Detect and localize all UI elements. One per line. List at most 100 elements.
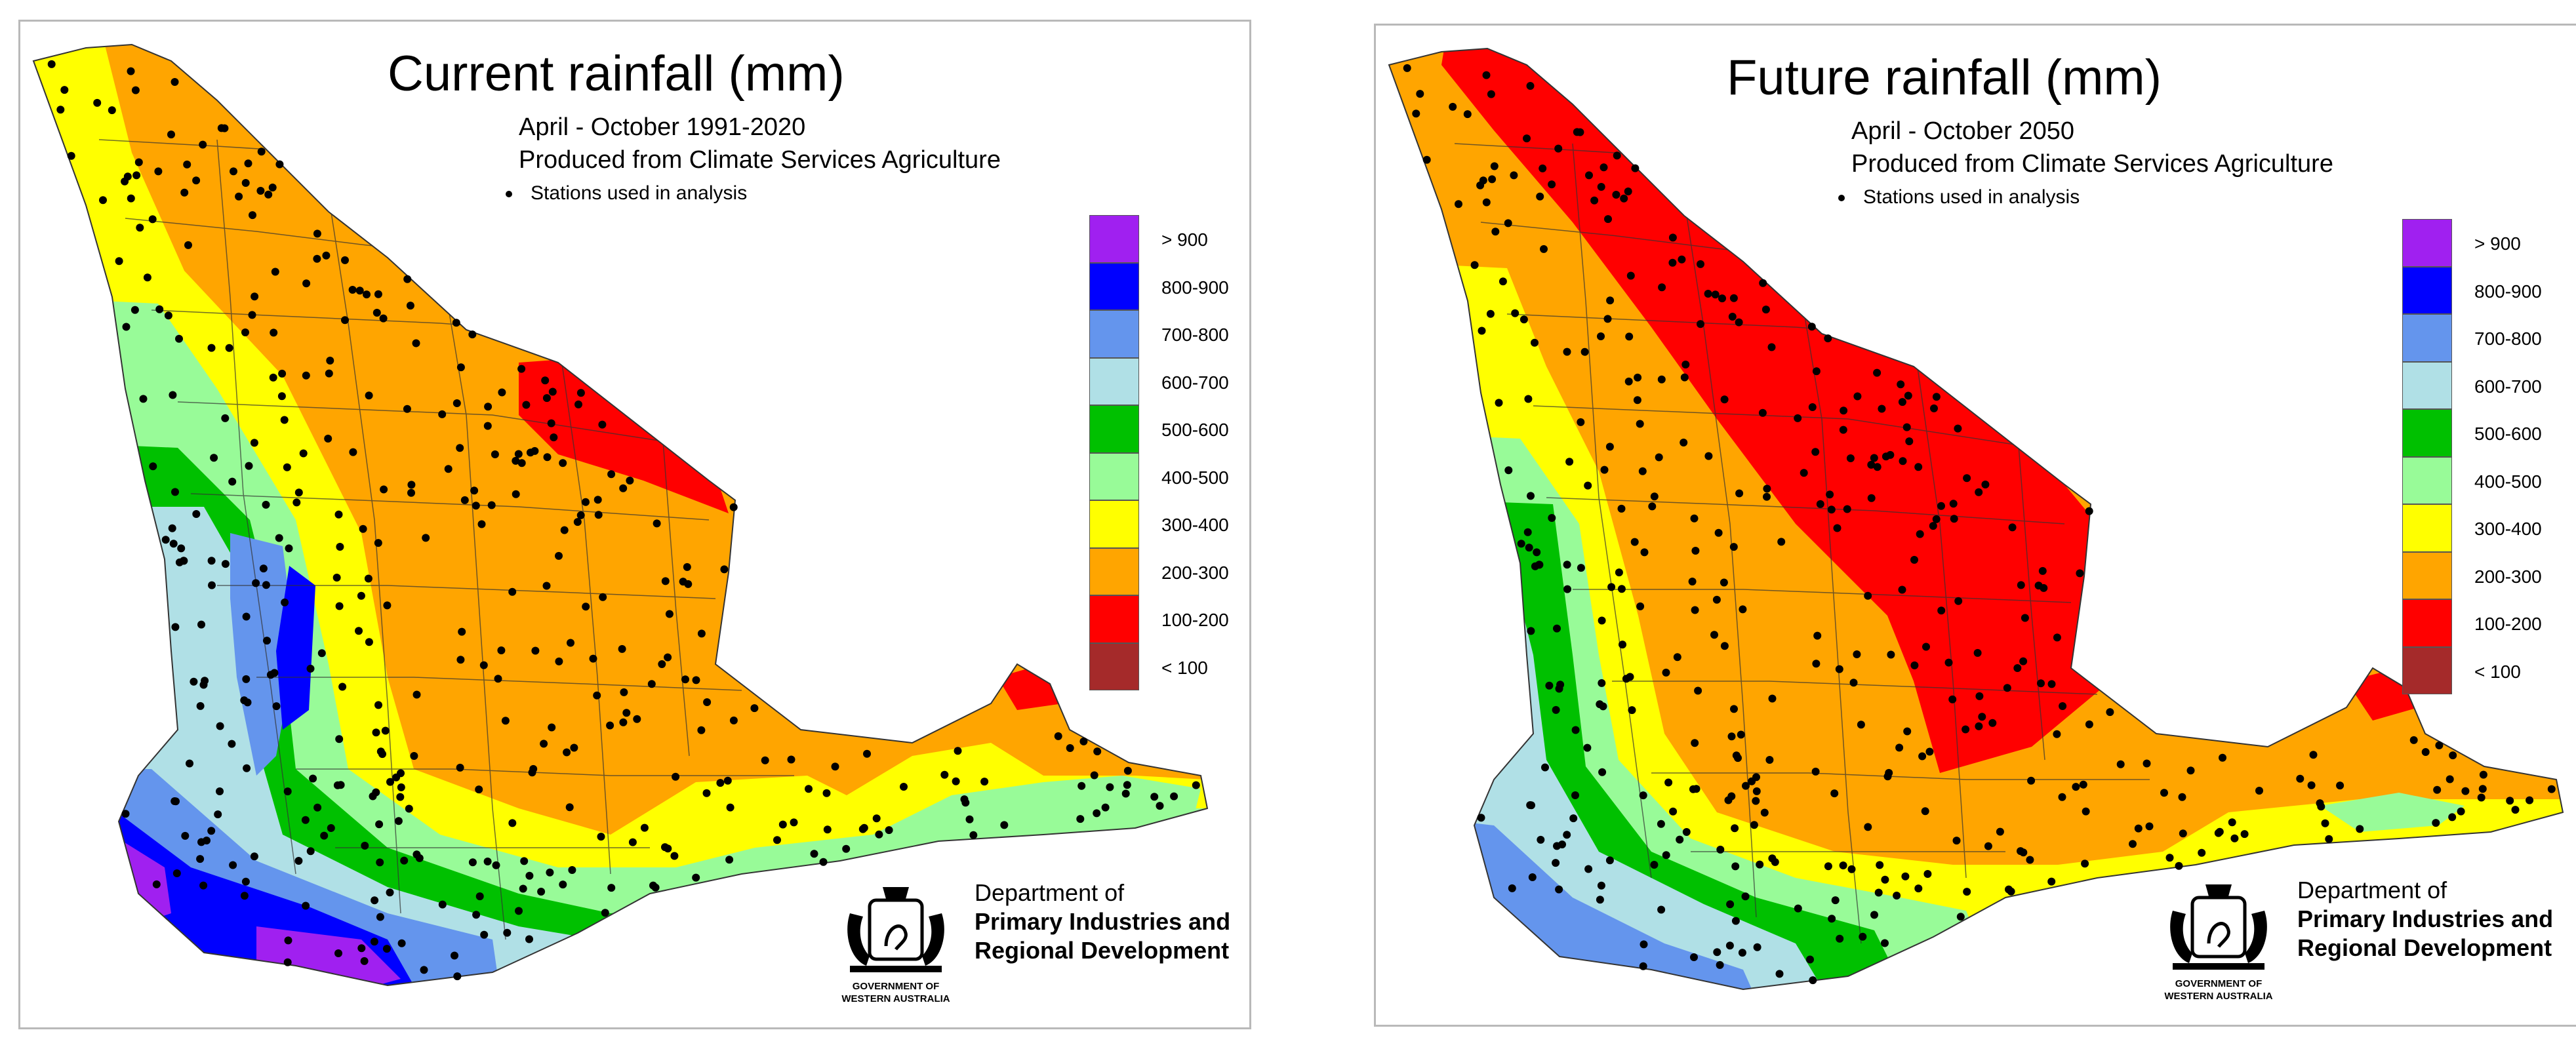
station-dot <box>376 913 384 921</box>
station-dot <box>2477 793 2485 802</box>
station-dot <box>1827 505 1836 514</box>
station-dot <box>822 789 831 797</box>
legend-item: < 100 <box>2402 646 2521 694</box>
station-dot <box>372 788 380 797</box>
station-dot <box>515 907 523 915</box>
station-dot <box>372 728 380 737</box>
station-dot <box>679 578 687 586</box>
station-dot <box>1123 766 1132 775</box>
station-dot <box>1639 791 1647 800</box>
station-dot <box>546 868 554 877</box>
station-dot <box>240 892 249 900</box>
legend-swatch <box>2402 409 2452 457</box>
station-dot <box>2081 860 2089 868</box>
station-dot <box>334 510 343 519</box>
station-dot <box>1713 948 1721 957</box>
station-dot <box>2079 780 2087 789</box>
station-dot <box>1555 885 1563 894</box>
station-dot <box>1598 616 1606 625</box>
station-dot <box>692 676 700 684</box>
station-dot <box>302 279 311 288</box>
station-dot <box>302 901 310 910</box>
station-dot <box>1697 260 1704 268</box>
station-dot <box>306 847 315 856</box>
map-title: Current rainfall (mm) <box>388 46 845 102</box>
station-dot <box>1553 624 1561 633</box>
station-dot <box>2457 807 2465 816</box>
station-dot <box>1824 334 1832 343</box>
station-dot <box>1905 437 1914 446</box>
station-dot <box>1504 466 1513 475</box>
station-dot <box>1077 782 1086 790</box>
future-rainfall-map <box>1388 47 2564 991</box>
station-dot <box>155 305 164 313</box>
station-dot <box>1563 831 1571 839</box>
station-dot <box>324 435 332 443</box>
legend-swatch <box>2402 266 2452 314</box>
station-dot <box>1090 771 1098 780</box>
station-dot <box>190 677 198 686</box>
station-dot <box>1878 405 1886 413</box>
station-dot <box>487 501 496 509</box>
station-dot <box>483 422 492 430</box>
station-dot <box>242 675 251 683</box>
legend-label: > 900 <box>2474 233 2521 254</box>
station-dot <box>1639 962 1647 970</box>
station-dot <box>1597 183 1605 191</box>
station-dot <box>241 328 249 336</box>
station-dot <box>1101 803 1110 812</box>
station-dot <box>1650 492 1659 501</box>
station-dot <box>1718 294 1726 303</box>
legend-item: 300-400 <box>1089 500 1229 548</box>
station-dot <box>1901 872 1910 881</box>
station-dot <box>1846 454 1855 462</box>
station-dot <box>313 803 322 812</box>
station-dot <box>259 564 268 573</box>
station-dot <box>175 334 183 343</box>
legend-swatch <box>2402 504 2452 552</box>
station-dot <box>1605 443 1614 451</box>
station-dot <box>336 781 345 789</box>
station-dot <box>1476 181 1485 189</box>
station-dot <box>1678 255 1686 264</box>
station-dot <box>550 433 558 442</box>
station-dot <box>181 831 190 840</box>
station-dot <box>325 369 333 378</box>
legend-label: 500-600 <box>1161 420 1229 440</box>
station-dot <box>1638 467 1647 475</box>
legend-label: < 100 <box>1161 657 1208 678</box>
station-dot <box>214 810 222 819</box>
station-dot <box>810 850 818 858</box>
station-dot <box>1738 949 1746 957</box>
station-dot <box>1680 373 1689 382</box>
station-dot <box>357 591 365 600</box>
station-dot <box>1726 900 1735 909</box>
station-dot <box>1604 215 1612 224</box>
station-dot <box>1650 861 1659 869</box>
station-dot <box>1093 809 1101 818</box>
station-dot <box>618 644 626 653</box>
station-dot <box>2219 753 2226 762</box>
station-dot <box>1725 941 1734 950</box>
station-dot <box>256 187 265 195</box>
station-dot <box>1735 489 1744 498</box>
station-dot <box>1504 219 1512 228</box>
station-dot <box>359 524 367 533</box>
station-dot <box>619 718 628 726</box>
station-dot <box>1537 835 1545 844</box>
station-dot <box>594 496 602 504</box>
station-dot <box>885 826 893 835</box>
station-dot <box>1893 892 1901 900</box>
station-dot <box>1697 320 1704 328</box>
station-dot <box>2445 775 2454 783</box>
station-dot <box>537 888 546 896</box>
map-source: Produced from Climate Services Agricultu… <box>1851 150 2333 178</box>
station-dot <box>716 779 725 787</box>
station-dot <box>508 819 517 827</box>
station-dot <box>548 387 557 396</box>
legend-label: 400-500 <box>1161 467 1229 488</box>
station-dot <box>1714 528 1723 537</box>
station-dot <box>1857 721 1865 729</box>
station-dot <box>1123 781 1131 789</box>
station-dot <box>67 151 75 160</box>
